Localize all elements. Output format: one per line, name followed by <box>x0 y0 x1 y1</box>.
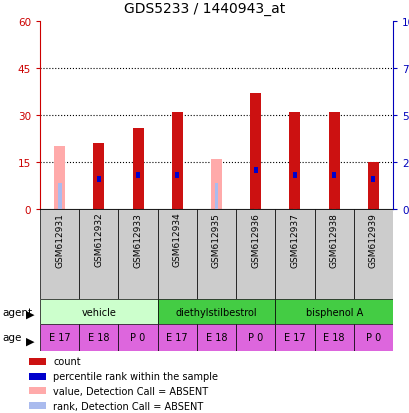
Bar <box>97 177 101 209</box>
Text: E 17: E 17 <box>49 333 70 343</box>
Text: count: count <box>53 356 81 366</box>
Bar <box>275 324 314 351</box>
Bar <box>196 324 236 351</box>
Bar <box>253 167 257 209</box>
Text: GSM612936: GSM612936 <box>251 212 260 267</box>
Text: agent: agent <box>2 307 32 317</box>
Text: P 0: P 0 <box>247 333 263 343</box>
Text: age: age <box>2 333 21 343</box>
Text: GSM612933: GSM612933 <box>133 212 142 267</box>
Bar <box>58 183 61 209</box>
Bar <box>196 209 236 299</box>
Bar <box>132 128 143 209</box>
Bar <box>79 209 118 299</box>
Bar <box>54 147 65 209</box>
Text: GSM612939: GSM612939 <box>368 212 377 267</box>
Bar <box>175 173 179 209</box>
Bar <box>367 163 378 209</box>
Text: P 0: P 0 <box>130 333 145 343</box>
Text: GDS5233 / 1440943_at: GDS5233 / 1440943_at <box>124 2 285 16</box>
Bar <box>40 299 157 324</box>
Text: P 0: P 0 <box>365 333 380 343</box>
Text: GSM612937: GSM612937 <box>290 212 299 267</box>
Bar <box>314 209 353 299</box>
Bar <box>118 324 157 351</box>
Bar <box>171 113 182 209</box>
Text: E 18: E 18 <box>205 333 227 343</box>
Bar <box>118 209 157 299</box>
Bar <box>79 324 118 351</box>
Bar <box>371 183 374 209</box>
Bar <box>314 324 353 351</box>
Bar <box>157 209 196 299</box>
Bar <box>331 173 335 209</box>
Bar <box>211 159 221 209</box>
Text: GSM612931: GSM612931 <box>55 212 64 267</box>
Text: GSM612938: GSM612938 <box>329 212 338 267</box>
Text: bisphenol A: bisphenol A <box>305 307 362 317</box>
Bar <box>353 209 392 299</box>
Text: value, Detection Call = ABSENT: value, Detection Call = ABSENT <box>53 386 208 396</box>
Bar <box>292 173 296 209</box>
Bar <box>328 113 339 209</box>
Bar <box>29 387 46 394</box>
Bar <box>275 299 392 324</box>
Text: rank, Detection Call = ABSENT: rank, Detection Call = ABSENT <box>53 401 203 411</box>
Bar <box>289 113 300 209</box>
Text: ▶: ▶ <box>26 335 34 345</box>
Bar <box>136 179 139 209</box>
Bar <box>175 179 179 209</box>
Bar <box>136 173 139 209</box>
Bar <box>157 299 275 324</box>
Bar <box>275 209 314 299</box>
Bar <box>214 183 218 209</box>
Bar <box>29 358 46 365</box>
Text: E 18: E 18 <box>323 333 344 343</box>
Bar <box>371 177 374 209</box>
Bar <box>253 173 257 209</box>
Text: percentile rank within the sample: percentile rank within the sample <box>53 371 218 381</box>
Text: E 18: E 18 <box>88 333 109 343</box>
Text: E 17: E 17 <box>283 333 305 343</box>
Bar <box>29 402 46 409</box>
Bar <box>97 183 101 209</box>
Bar <box>236 324 275 351</box>
Text: GSM612935: GSM612935 <box>211 212 220 267</box>
Bar <box>93 144 104 209</box>
Text: GSM612932: GSM612932 <box>94 212 103 267</box>
Text: ▶: ▶ <box>26 309 34 319</box>
Text: vehicle: vehicle <box>81 307 116 317</box>
Bar <box>40 209 79 299</box>
Bar <box>353 324 392 351</box>
Bar <box>236 209 275 299</box>
Bar <box>40 324 79 351</box>
Bar <box>29 373 46 380</box>
Bar <box>157 324 196 351</box>
Text: diethylstilbestrol: diethylstilbestrol <box>175 307 257 317</box>
Text: E 17: E 17 <box>166 333 188 343</box>
Bar <box>331 179 335 209</box>
Bar <box>292 179 296 209</box>
Text: GSM612934: GSM612934 <box>172 212 181 267</box>
Bar <box>249 94 261 209</box>
